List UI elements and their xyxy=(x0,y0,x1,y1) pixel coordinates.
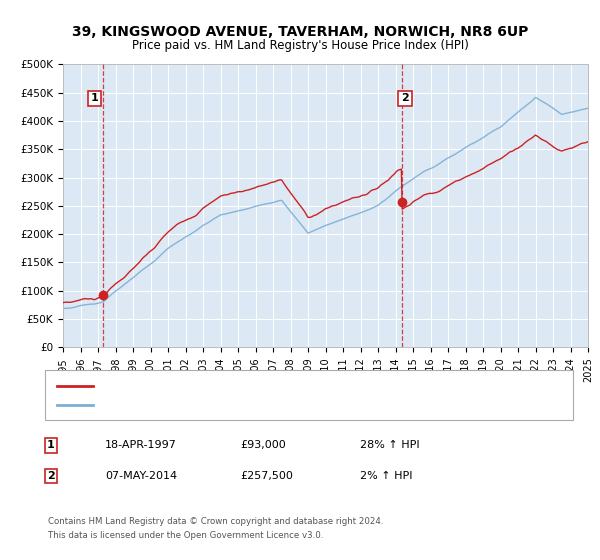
Text: £93,000: £93,000 xyxy=(240,440,286,450)
Text: 39, KINGSWOOD AVENUE, TAVERHAM, NORWICH, NR8 6UP (detached house): 39, KINGSWOOD AVENUE, TAVERHAM, NORWICH,… xyxy=(99,381,482,391)
Text: 1: 1 xyxy=(91,94,98,104)
Text: 2: 2 xyxy=(401,94,409,104)
Text: HPI: Average price, detached house, Broadland: HPI: Average price, detached house, Broa… xyxy=(99,400,334,410)
Text: 2% ↑ HPI: 2% ↑ HPI xyxy=(360,471,413,481)
Text: 28% ↑ HPI: 28% ↑ HPI xyxy=(360,440,419,450)
Text: 18-APR-1997: 18-APR-1997 xyxy=(105,440,177,450)
Text: Price paid vs. HM Land Registry's House Price Index (HPI): Price paid vs. HM Land Registry's House … xyxy=(131,39,469,52)
Text: 07-MAY-2014: 07-MAY-2014 xyxy=(105,471,177,481)
Text: Contains HM Land Registry data © Crown copyright and database right 2024.: Contains HM Land Registry data © Crown c… xyxy=(48,516,383,526)
Text: 39, KINGSWOOD AVENUE, TAVERHAM, NORWICH, NR8 6UP: 39, KINGSWOOD AVENUE, TAVERHAM, NORWICH,… xyxy=(72,25,528,39)
Text: £257,500: £257,500 xyxy=(240,471,293,481)
Text: 2: 2 xyxy=(47,471,55,481)
Text: This data is licensed under the Open Government Licence v3.0.: This data is licensed under the Open Gov… xyxy=(48,531,323,540)
Text: 1: 1 xyxy=(47,440,55,450)
